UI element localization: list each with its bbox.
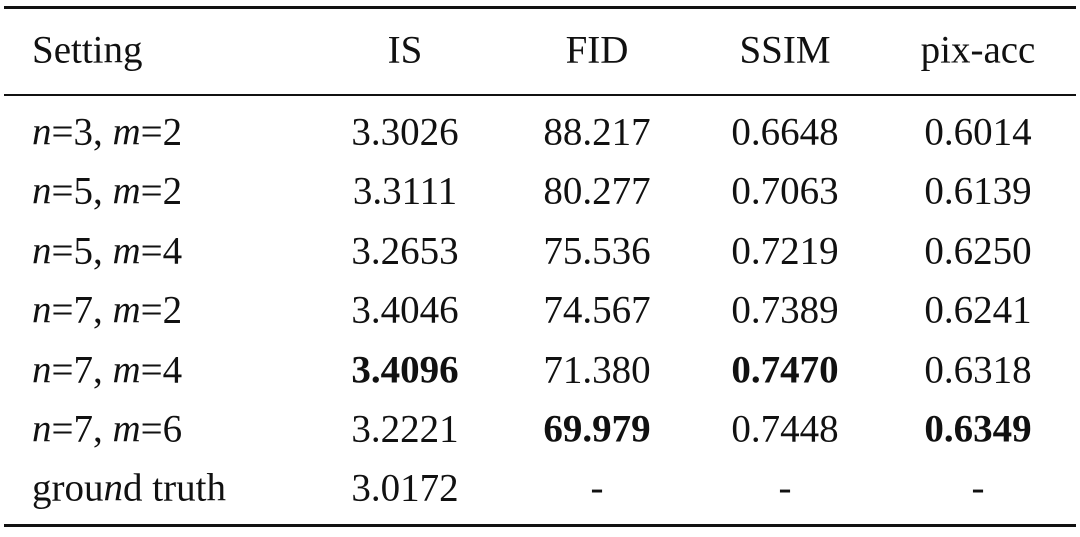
value-cell: 0.6250 (924, 229, 1032, 273)
setting-cell: n=5, m=4 (32, 229, 183, 273)
value-cell: 3.4046 (351, 288, 459, 332)
header-cell: Setting (32, 28, 143, 72)
header-rule (4, 94, 1076, 96)
value-cell: 69.979 (543, 407, 651, 451)
value-cell: - (971, 466, 985, 510)
value-cell: 3.2221 (351, 407, 459, 451)
value-cell: 75.536 (543, 229, 651, 273)
value-cell: 0.6318 (924, 348, 1032, 392)
bottom-rule (4, 524, 1076, 527)
setting-cell: n=3, m=2 (32, 110, 183, 154)
header-cell: SSIM (739, 28, 831, 72)
value-cell: 3.2653 (351, 229, 459, 273)
setting-cell: n=7, m=2 (32, 288, 183, 332)
value-cell: 0.7389 (731, 288, 839, 332)
header-cell: IS (387, 28, 423, 72)
value-cell: 0.7219 (731, 229, 839, 273)
value-cell: 0.6014 (924, 110, 1032, 154)
value-cell: 0.7448 (731, 407, 839, 451)
setting-cell: n=5, m=2 (32, 169, 183, 213)
header-cell: pix-acc (920, 28, 1036, 72)
value-cell: 0.6241 (924, 288, 1032, 332)
value-cell: 74.567 (543, 288, 651, 332)
value-cell: 3.4096 (351, 348, 459, 392)
value-cell: 0.6648 (731, 110, 839, 154)
value-cell: 0.7470 (731, 348, 839, 392)
setting-cell: n=7, m=6 (32, 407, 183, 451)
value-cell: 0.6349 (924, 407, 1032, 451)
setting-cell: n=7, m=4 (32, 348, 183, 392)
top-rule (4, 6, 1076, 9)
value-cell: 3.3026 (351, 110, 459, 154)
value-cell: 3.3111 (352, 169, 458, 213)
value-cell: 3.0172 (351, 466, 459, 510)
value-cell: - (590, 466, 604, 510)
value-cell: 71.380 (543, 348, 651, 392)
setting-cell: ground truth (32, 466, 226, 510)
header-cell: FID (565, 28, 629, 72)
value-cell: 80.277 (543, 169, 651, 213)
value-cell: 0.6139 (924, 169, 1032, 213)
value-cell: 0.7063 (731, 169, 839, 213)
value-cell: 88.217 (543, 110, 651, 154)
value-cell: - (778, 466, 792, 510)
